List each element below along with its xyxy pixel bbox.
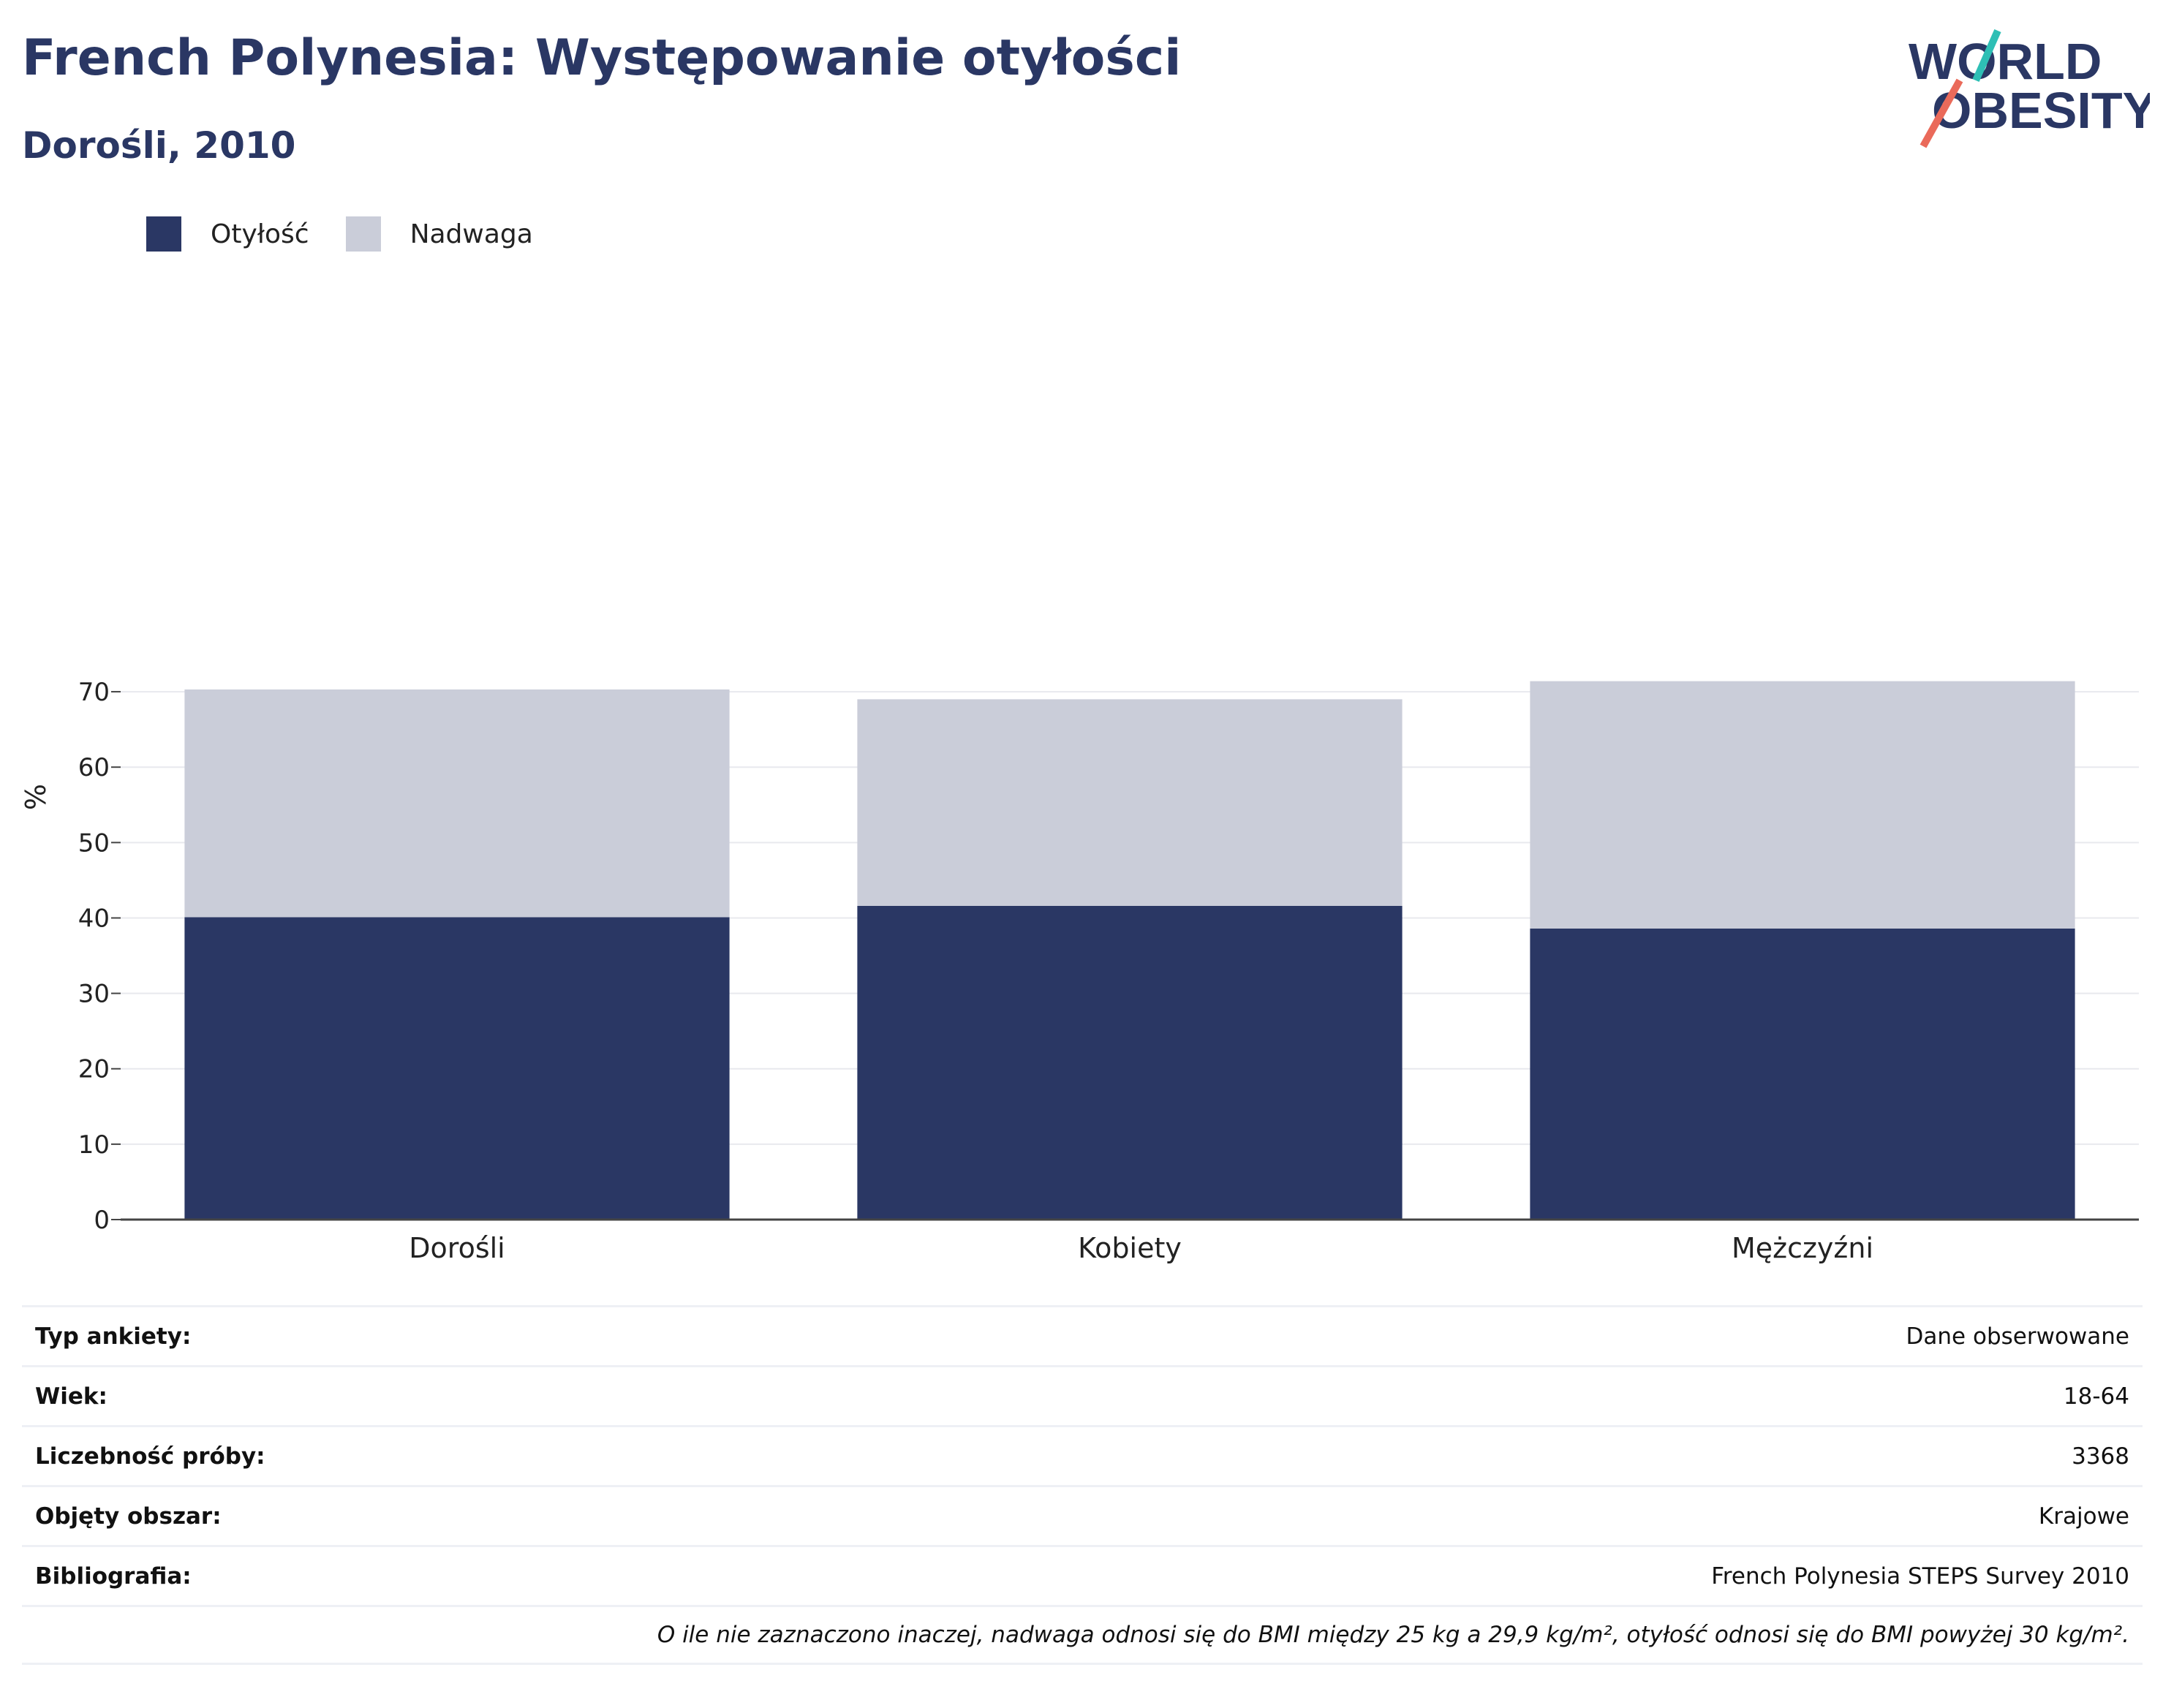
- y-tick-label: 0: [94, 1206, 110, 1235]
- legend-swatch-obesity: [146, 216, 181, 252]
- info-key: Wiek:: [35, 1383, 107, 1410]
- logo-line1: WORLD: [1909, 33, 2102, 90]
- info-key: Bibliografia:: [35, 1562, 192, 1590]
- legend: Otyłość Nadwaga: [146, 216, 570, 252]
- y-tick-label: 60: [78, 753, 110, 782]
- legend-swatch-overweight: [345, 216, 381, 252]
- y-tick-label: 70: [78, 678, 110, 707]
- bar-obesity: [184, 917, 730, 1220]
- y-tick-label: 40: [78, 904, 110, 933]
- info-table: Typ ankiety: Dane obserwowane Wiek: 18-6…: [22, 1305, 2143, 1665]
- x-tick-label: Dorośli: [409, 1232, 505, 1264]
- world-obesity-logo: WORLD OBESITY: [1909, 29, 2150, 148]
- legend-item-overweight[interactable]: Nadwaga: [345, 216, 533, 252]
- info-row-age: Wiek: 18-64: [22, 1365, 2143, 1425]
- footnote: O ile nie zaznaczono inaczej, nadwaga od…: [657, 1622, 2129, 1648]
- y-tick-label: 50: [78, 828, 110, 858]
- chart-subtitle: Dorośli, 2010: [22, 124, 296, 167]
- legend-item-obesity[interactable]: Otyłość: [146, 216, 309, 252]
- info-value: 3368: [2072, 1443, 2129, 1470]
- stacked-bar-chart: 0 10 20 30 40 50 60 70% Dorośli Kobiety Mężczyźni: [20, 678, 2139, 1264]
- y-tick-label: 20: [78, 1055, 110, 1084]
- y-axis-label: %: [20, 784, 52, 810]
- logo-teal-stroke: [1972, 29, 2001, 83]
- logo-red-stroke: [1919, 78, 1963, 148]
- info-value: Krajowe: [2038, 1503, 2129, 1530]
- info-row-note: O ile nie zaznaczono inaczej, nadwaga od…: [22, 1605, 2143, 1665]
- info-row-sample-size: Liczebność próby: 3368: [22, 1425, 2143, 1485]
- chart-title: French Polynesia: Występowanie otyłości: [22, 29, 1182, 87]
- info-row-bibliography: Bibliografia: French Polynesia STEPS Sur…: [22, 1545, 2143, 1605]
- info-key: Typ ankiety:: [35, 1323, 192, 1350]
- legend-label-overweight: Nadwaga: [409, 219, 533, 249]
- info-value: French Polynesia STEPS Survey 2010: [1711, 1562, 2129, 1590]
- info-key: Objęty obszar:: [35, 1503, 222, 1530]
- info-row-survey-type: Typ ankiety: Dane obserwowane: [22, 1305, 2143, 1365]
- info-value: Dane obserwowane: [1906, 1323, 2129, 1350]
- info-key: Liczebność próby:: [35, 1443, 265, 1470]
- bar-overweight: [1530, 681, 2075, 929]
- logo-line2: OBESITY: [1932, 82, 2150, 139]
- info-row-coverage: Objęty obszar: Krajowe: [22, 1485, 2143, 1545]
- bar-overweight: [857, 699, 1403, 906]
- info-value: 18-64: [2063, 1383, 2129, 1410]
- x-tick-label: Kobiety: [1078, 1232, 1182, 1264]
- x-tick-label: Mężczyźni: [1732, 1232, 1873, 1264]
- bar-obesity: [1530, 928, 2075, 1220]
- legend-label-obesity: Otyłość: [211, 219, 309, 249]
- y-tick-label: 10: [78, 1130, 110, 1160]
- y-tick-label: 30: [78, 980, 110, 1009]
- bar-obesity: [857, 905, 1403, 1220]
- bar-overweight: [184, 689, 730, 918]
